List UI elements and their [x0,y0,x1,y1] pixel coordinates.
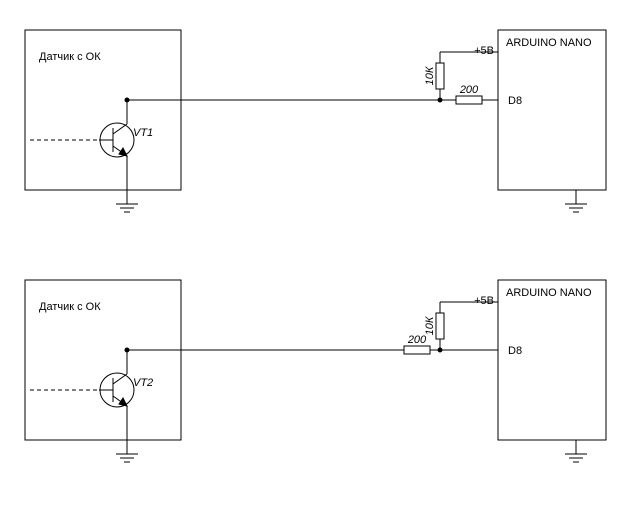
svg-text:VT1: VT1 [133,127,153,139]
svg-text:10К: 10К [424,316,436,335]
svg-text:VT2: VT2 [133,377,153,389]
svg-text:Датчик с ОК: Датчик с ОК [39,51,101,63]
svg-text:Датчик с ОК: Датчик с ОК [39,301,101,313]
svg-text:200: 200 [407,334,427,346]
svg-text:200: 200 [459,84,479,96]
svg-text:ARDUINO NANO: ARDUINO NANO [506,287,592,299]
svg-text:+5В: +5В [474,295,494,307]
svg-text:+5В: +5В [474,45,494,57]
svg-text:10К: 10К [424,66,436,85]
svg-text:D8: D8 [508,95,522,107]
svg-text:D8: D8 [508,345,522,357]
svg-text:ARDUINO NANO: ARDUINO NANO [506,37,592,49]
